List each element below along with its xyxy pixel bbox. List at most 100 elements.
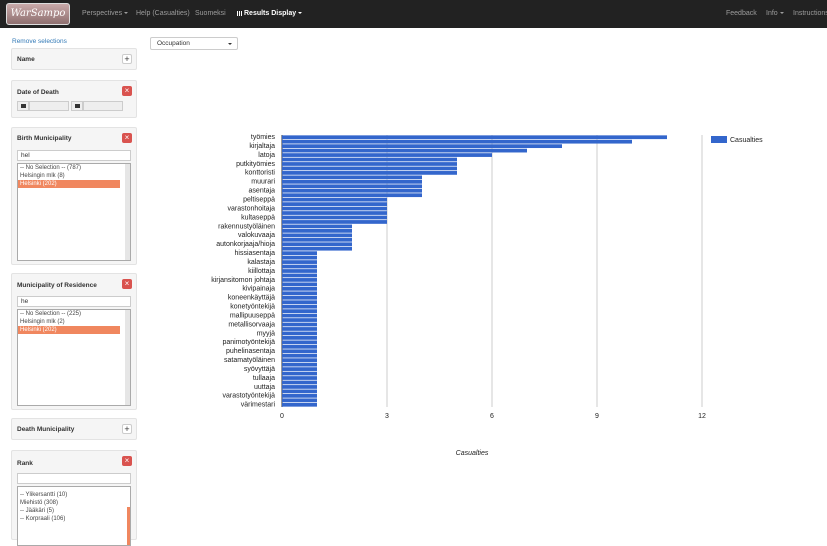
x-tick-label: 3 (385, 413, 389, 420)
y-tick-label: varastonhoitaja (228, 205, 276, 212)
bar (282, 233, 352, 238)
bar (282, 353, 317, 358)
bar (282, 197, 387, 202)
bar (282, 393, 317, 398)
x-tick-label: 9 (595, 413, 599, 420)
y-tick-label: myyjä (257, 330, 275, 337)
option[interactable]: -- Korpraali (106) (20, 516, 66, 522)
nav-label: Results Display (244, 10, 297, 17)
legend-swatch (711, 136, 727, 143)
result-selector[interactable]: Occupation (150, 37, 238, 50)
bar (282, 162, 457, 166)
bar (282, 278, 317, 282)
x-tick-label: 0 (280, 413, 284, 420)
y-tick-label: konttoristi (245, 170, 275, 177)
facet-panel: Municipality of Residence × he -- No Sel… (11, 273, 137, 410)
brand-logo[interactable]: WarSampo (6, 3, 70, 25)
bar (282, 215, 387, 220)
nav-item[interactable]: Results Display (237, 0, 303, 28)
date-input[interactable] (29, 101, 69, 111)
remove-button[interactable]: × (122, 456, 132, 466)
nav-item[interactable]: Suomeksi (195, 10, 226, 17)
add-button[interactable]: + (122, 54, 132, 64)
calendar-button[interactable] (17, 101, 29, 111)
facet-title: Rank (17, 460, 33, 467)
bar (282, 371, 317, 376)
y-tick-label: asentaja (249, 188, 276, 195)
facet-panel: Rank × -- Ylikersantti (10) Miehistö (308… (11, 450, 137, 546)
calendar-button[interactable] (71, 101, 83, 111)
add-button[interactable]: + (122, 424, 132, 434)
bar (282, 224, 352, 229)
bar (282, 171, 457, 175)
y-tick-label: metallisorvaaja (228, 321, 275, 328)
y-tick-label: puhelinasentaja (226, 348, 275, 355)
search-input[interactable]: he (17, 296, 131, 307)
bar (282, 220, 387, 224)
bar (282, 179, 422, 184)
facet-title: Birth Municipality (17, 135, 72, 142)
search-input[interactable]: hel (17, 150, 131, 161)
remove-selections[interactable]: Remove selections (12, 38, 67, 45)
nav-label: Info (766, 10, 778, 17)
bar (282, 376, 317, 380)
y-tick-label: peltiseppä (243, 196, 275, 203)
y-tick-label: latoja (258, 152, 275, 159)
bar (282, 260, 317, 264)
option[interactable]: -- No Selection -- (787) (20, 165, 82, 171)
remove-button[interactable]: × (122, 86, 132, 96)
option[interactable]: -- Jääkäri (5) (20, 508, 55, 514)
chart: 0 3 6 9 12 Casualties työmies kirjaltaja latoja p… (211, 134, 763, 457)
bar (282, 139, 632, 144)
bar (282, 193, 422, 198)
nav-item[interactable]: Feedback (726, 10, 757, 17)
remove-button[interactable]: × (122, 279, 132, 289)
bar (282, 211, 387, 215)
bar (282, 340, 317, 345)
bar (282, 398, 317, 403)
bar (282, 380, 317, 385)
option[interactable]: -- Ylikersantti (10) (20, 492, 68, 498)
date-input[interactable] (83, 101, 123, 111)
option[interactable]: Helsingin mlk (8) (20, 173, 65, 179)
nav-item[interactable]: Perspectives (82, 0, 129, 28)
option[interactable]: Miehistö (308) (20, 500, 59, 506)
y-tick-label: tullaaja (253, 375, 275, 382)
y-tick-label: työmies (251, 134, 276, 141)
bar (282, 304, 317, 309)
bar (282, 148, 527, 153)
y-tick-label: kiillottaja (248, 268, 275, 275)
bar (282, 188, 422, 193)
y-tick-label: syövyttäjä (244, 366, 275, 373)
facet-panel: Death Municipality + (11, 418, 137, 440)
bar (282, 309, 317, 314)
y-tick-label: autonkorjaaja/hioja (216, 241, 275, 248)
option[interactable]: Helsingin mlk (2) (20, 319, 65, 325)
x-axis-title: Casualties (456, 450, 489, 457)
bar (282, 242, 352, 247)
bar (282, 202, 387, 206)
x-tick-label: 12 (698, 413, 706, 420)
nav-item[interactable]: Instructions (793, 10, 827, 17)
option[interactable]: Helsinki (202) (18, 326, 120, 334)
y-tick-label: panimotyöntekijä (222, 339, 275, 346)
bar (282, 389, 317, 394)
y-tick-label: kivipainaja (242, 286, 275, 293)
y-tick-label: koneenkäyttäjä (228, 295, 275, 302)
y-tick-label: kirjansitomon johtaja (211, 277, 275, 284)
y-tick-label: kalastaja (247, 259, 275, 266)
nav-item[interactable]: Info (766, 0, 784, 28)
bar (282, 286, 317, 291)
search-input[interactable] (17, 473, 131, 484)
bar (282, 175, 422, 180)
option[interactable]: -- No Selection -- (225) (20, 311, 82, 317)
y-tick-label: muurari (251, 179, 275, 186)
option[interactable]: Helsinki (202) (18, 180, 120, 188)
bar (282, 331, 317, 336)
nav-item[interactable]: Help (Casualties) (136, 10, 190, 17)
facet-panel: Date of Death × (11, 80, 137, 118)
bar (282, 144, 562, 149)
option-list: -- No Selection -- (787) Helsingin mlk (8… (17, 163, 131, 261)
remove-button[interactable]: × (122, 133, 132, 143)
